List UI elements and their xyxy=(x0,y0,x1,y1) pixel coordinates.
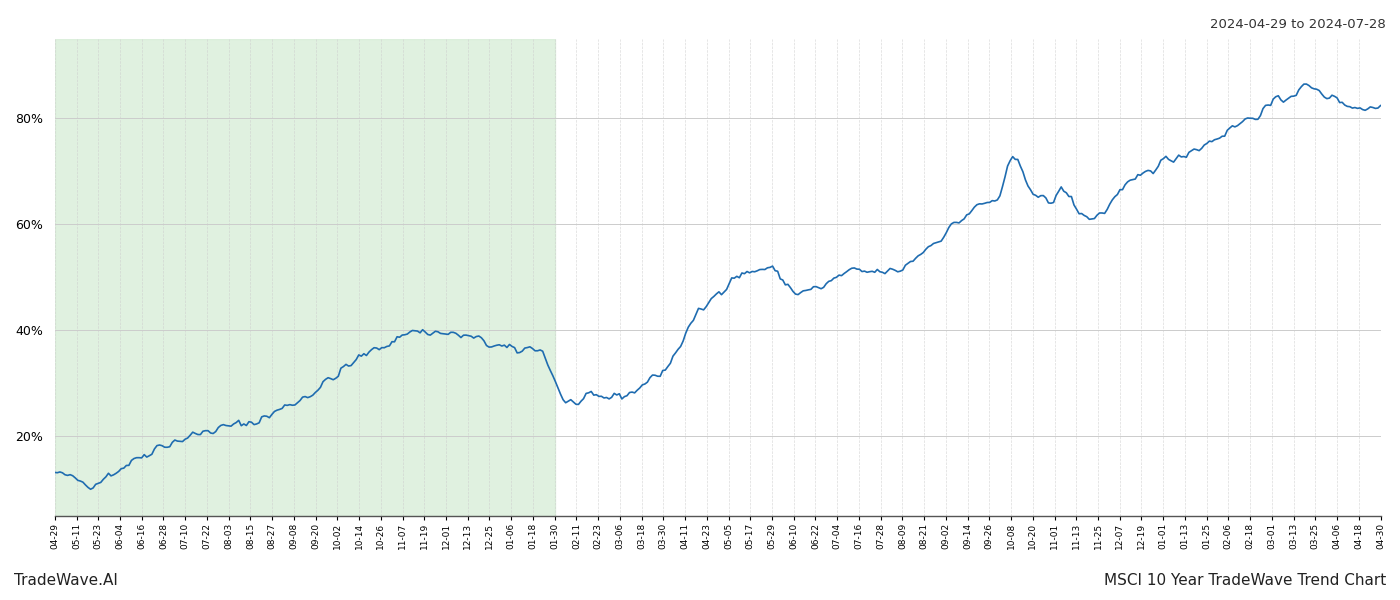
Text: 2024-04-29 to 2024-07-28: 2024-04-29 to 2024-07-28 xyxy=(1210,18,1386,31)
Text: MSCI 10 Year TradeWave Trend Chart: MSCI 10 Year TradeWave Trend Chart xyxy=(1103,573,1386,588)
Bar xyxy=(55,39,554,516)
Text: TradeWave.AI: TradeWave.AI xyxy=(14,573,118,588)
